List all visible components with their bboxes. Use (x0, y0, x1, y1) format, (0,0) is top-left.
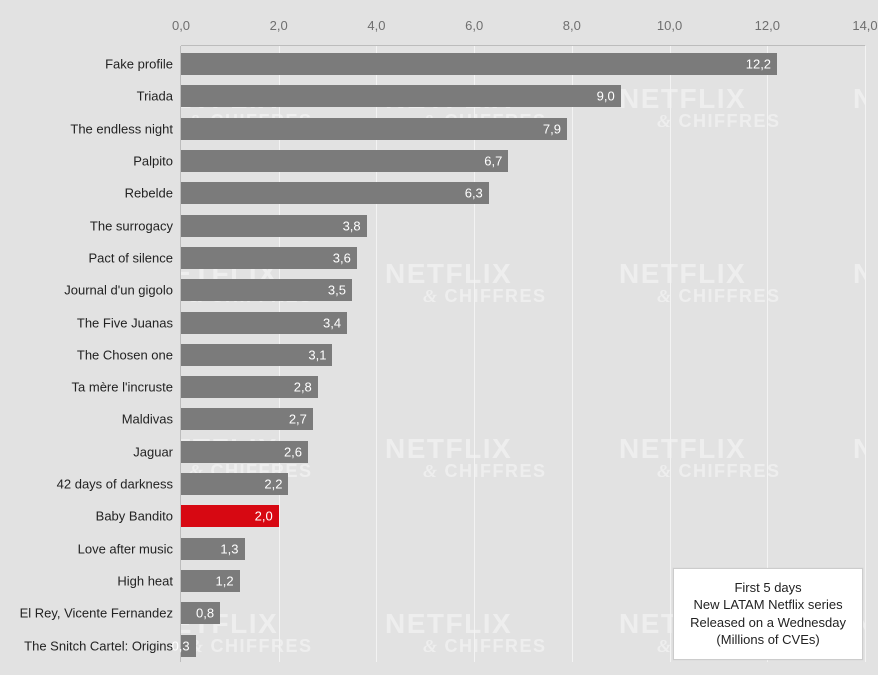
bar: 6,3 (181, 182, 489, 204)
bar: 1,2 (181, 570, 240, 592)
watermark: NETFLIX& CHIFFRES (619, 86, 781, 130)
watermark: NETFLIX& CHIFFRES (385, 611, 547, 655)
bar: 2,7 (181, 408, 313, 430)
bar-value-label: 2,0 (255, 509, 273, 524)
x-tick-label: 6,0 (465, 18, 483, 33)
category-label: Palpito (133, 154, 173, 169)
bar: 2,8 (181, 376, 318, 398)
category-label: The Chosen one (77, 347, 173, 362)
category-label: The surrogacy (90, 218, 173, 233)
category-label: Jaguar (133, 444, 173, 459)
bar-value-label: 0,3 (172, 638, 190, 653)
bar-value-label: 7,9 (543, 121, 561, 136)
bar-highlight: 2,0 (181, 505, 279, 527)
watermark: NETFLIX& CHIFFRES (853, 86, 865, 130)
gridline (670, 46, 671, 662)
x-tick-label: 12,0 (755, 18, 780, 33)
bar-value-label: 2,7 (289, 412, 307, 427)
x-axis-line (181, 45, 865, 46)
legend-box: First 5 daysNew LATAM Netflix seriesRele… (673, 568, 863, 660)
category-label: Rebelde (125, 186, 173, 201)
bar: 0,3 (181, 635, 196, 657)
bar: 3,8 (181, 215, 367, 237)
bar: 3,4 (181, 312, 347, 334)
bar-value-label: 3,1 (308, 347, 326, 362)
legend-line: New LATAM Netflix series (690, 596, 846, 614)
category-label: Triada (137, 89, 173, 104)
watermark: NETFLIX& CHIFFRES (853, 261, 865, 305)
bar-value-label: 6,7 (484, 154, 502, 169)
category-label: High heat (117, 573, 173, 588)
bar-value-label: 3,4 (323, 315, 341, 330)
legend-line: First 5 days (690, 579, 846, 597)
x-tick-label: 10,0 (657, 18, 682, 33)
category-label: Ta mère l'incruste (72, 380, 173, 395)
bar: 7,9 (181, 118, 567, 140)
category-label: The endless night (70, 121, 173, 136)
bar: 2,6 (181, 441, 308, 463)
bar-value-label: 0,8 (196, 606, 214, 621)
bar: 0,8 (181, 602, 220, 624)
x-tick-label: 4,0 (367, 18, 385, 33)
gridline (865, 46, 866, 662)
legend-line: Released on a Wednesday (690, 614, 846, 632)
bar: 6,7 (181, 150, 508, 172)
x-tick-label: 14,0 (852, 18, 877, 33)
bar-value-label: 3,6 (333, 250, 351, 265)
bar-value-label: 3,8 (343, 218, 361, 233)
gridline (572, 46, 573, 662)
bar: 3,6 (181, 247, 357, 269)
bar: 9,0 (181, 85, 621, 107)
legend-line: (Millions of CVEs) (690, 631, 846, 649)
category-label: Fake profile (105, 57, 173, 72)
x-tick-label: 2,0 (270, 18, 288, 33)
category-label: Maldivas (122, 412, 173, 427)
bar-value-label: 2,2 (264, 477, 282, 492)
category-label: The Five Juanas (77, 315, 173, 330)
category-label: Love after music (78, 541, 173, 556)
watermark: NETFLIX& CHIFFRES (619, 261, 781, 305)
category-label: El Rey, Vicente Fernandez (20, 606, 173, 621)
category-label: The Snitch Cartel: Origins (24, 638, 173, 653)
bar-value-label: 9,0 (597, 89, 615, 104)
bar: 3,1 (181, 344, 332, 366)
bar: 12,2 (181, 53, 777, 75)
bar-value-label: 1,2 (216, 573, 234, 588)
bar: 1,3 (181, 538, 245, 560)
bar-value-label: 1,3 (220, 541, 238, 556)
category-label: 42 days of darkness (57, 477, 173, 492)
watermark: NETFLIX& CHIFFRES (853, 436, 865, 480)
bar-value-label: 6,3 (465, 186, 483, 201)
watermark: NETFLIX& CHIFFRES (385, 436, 547, 480)
bar: 3,5 (181, 279, 352, 301)
bar-value-label: 12,2 (746, 57, 771, 72)
watermark: NETFLIX& CHIFFRES (385, 261, 547, 305)
x-tick-label: 0,0 (172, 18, 190, 33)
bar-value-label: 2,8 (294, 380, 312, 395)
category-label: Baby Bandito (96, 509, 173, 524)
category-label: Pact of silence (88, 250, 173, 265)
bar-value-label: 3,5 (328, 283, 346, 298)
category-label: Journal d'un gigolo (64, 283, 173, 298)
bar-value-label: 2,6 (284, 444, 302, 459)
x-tick-label: 8,0 (563, 18, 581, 33)
bar: 2,2 (181, 473, 288, 495)
bar-chart: NETFLIX& CHIFFRES NETFLIX& CHIFFRES NETFLI… (0, 0, 878, 675)
watermark: NETFLIX& CHIFFRES (619, 436, 781, 480)
